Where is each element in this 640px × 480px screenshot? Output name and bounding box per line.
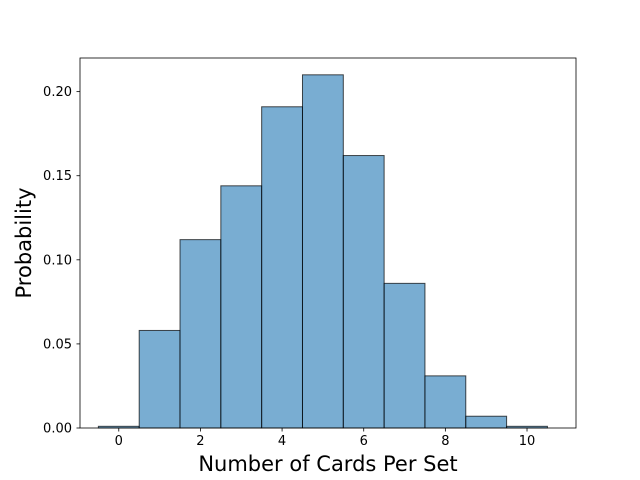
bar-5 bbox=[301, 74, 344, 429]
plot-frame bbox=[79, 57, 577, 429]
y-tick-label: 0.15 bbox=[43, 169, 72, 184]
bar-3 bbox=[220, 185, 263, 429]
bars-group bbox=[97, 74, 548, 429]
x-axis-title: Number of Cards Per Set bbox=[198, 452, 457, 476]
bar-6 bbox=[342, 155, 385, 429]
bar-2 bbox=[179, 239, 222, 429]
x-axis-ticks: 0 2 4 6 8 10 bbox=[115, 428, 536, 449]
x-tick-label: 8 bbox=[441, 434, 449, 449]
x-tick-label: 6 bbox=[360, 434, 368, 449]
bar-1 bbox=[138, 329, 181, 429]
bar-8 bbox=[424, 375, 467, 429]
x-tick-label: 0 bbox=[115, 434, 123, 449]
x-tick-label: 4 bbox=[278, 434, 286, 449]
y-tick-label: 0.10 bbox=[43, 253, 72, 268]
x-tick-label: 2 bbox=[196, 434, 204, 449]
x-tick-label: 10 bbox=[519, 434, 536, 449]
bar-4 bbox=[261, 106, 303, 429]
y-tick-label: 0.05 bbox=[43, 337, 72, 352]
y-axis-title: Probability bbox=[12, 187, 36, 298]
bar-7 bbox=[383, 282, 426, 429]
y-axis-ticks: 0.00 0.05 0.10 0.15 0.20 bbox=[43, 85, 80, 437]
bar-9 bbox=[465, 415, 508, 429]
y-tick-label: 0.20 bbox=[43, 85, 72, 100]
y-tick-label: 0.00 bbox=[43, 422, 72, 437]
